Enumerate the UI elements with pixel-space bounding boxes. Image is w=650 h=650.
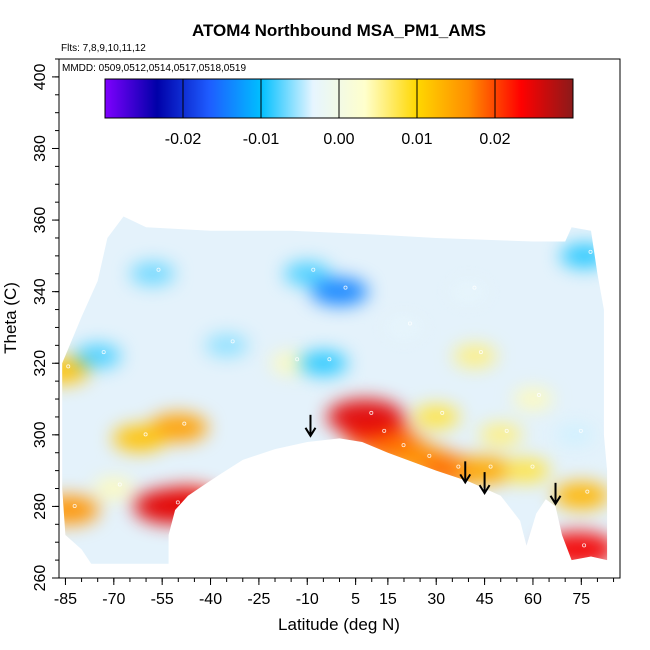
data-marks: [66, 249, 593, 548]
sample-point: [230, 339, 235, 344]
arrow-head: [549, 495, 562, 506]
y-tick-label: 300: [32, 421, 49, 448]
anomaly-blob: [62, 357, 90, 384]
anomaly-blob: [555, 424, 595, 446]
y-tick-label: 320: [32, 350, 49, 377]
colorbar: -0.02 -0.01 0.00 0.01 0.02: [104, 78, 574, 148]
x-tick-label: 60: [524, 591, 542, 608]
anomaly-blob: [62, 495, 100, 525]
anomaly-blob: [133, 488, 211, 525]
sample-point: [191, 496, 196, 501]
y-tick-label: 340: [32, 278, 49, 305]
sample-point: [156, 267, 161, 272]
x-tick-label: -85: [54, 591, 77, 608]
flights-note: Flts: 7,8,9,10,11,12: [61, 43, 146, 54]
sample-point: [488, 464, 493, 469]
x-tick-label: 45: [476, 591, 494, 608]
dates-note: MMDD: 0509,0512,0514,0517,0518,0519: [62, 63, 246, 74]
sample-point: [72, 503, 77, 508]
sample-point: [66, 364, 71, 369]
anomaly-blob: [513, 388, 553, 410]
anomaly-blob: [455, 456, 514, 485]
sample-point: [536, 393, 541, 398]
y-tick-label: 360: [32, 207, 49, 234]
sample-point: [295, 357, 300, 362]
sample-point: [343, 285, 348, 290]
sample-point: [382, 428, 387, 433]
arrow-head: [478, 484, 491, 495]
sample-point: [369, 410, 374, 415]
x-tick-label: 5: [351, 591, 360, 608]
x-tick-label: -70: [102, 591, 125, 608]
sample-point: [504, 428, 509, 433]
colorbar-tick-label: 0.00: [323, 131, 354, 148]
y-tick-label: 280: [32, 493, 49, 520]
sample-point: [407, 321, 412, 326]
anomaly-blob: [205, 334, 249, 357]
sample-point: [175, 500, 180, 505]
anomaly-blob: [299, 351, 348, 376]
anomaly-blob: [479, 423, 523, 446]
colorbar-tick-label: 0.01: [401, 131, 432, 148]
sample-point: [588, 249, 593, 254]
x-tick-label: 30: [427, 591, 445, 608]
y-tick-label: 400: [32, 63, 49, 90]
anomaly-blob: [453, 344, 497, 368]
x-axis-label: Latitude (deg N): [278, 615, 400, 634]
anomaly-blobs: [62, 243, 608, 564]
colorbar-tick-label: 0.02: [479, 131, 510, 148]
sample-point: [578, 428, 583, 433]
sample-point: [401, 443, 406, 448]
sample-point: [530, 464, 535, 469]
sample-point: [427, 453, 432, 458]
anomaly-blob: [385, 317, 423, 338]
anomaly-blob: [310, 277, 369, 306]
x-tick-label: -10: [296, 591, 319, 608]
x-tick-label: -25: [247, 591, 270, 608]
sample-point: [478, 350, 483, 355]
sample-point: [117, 482, 122, 487]
anomaly-blob: [94, 478, 134, 499]
anomaly-blob: [74, 344, 121, 368]
y-axis-label: Theta (C): [1, 282, 20, 354]
anomaly-blob: [130, 262, 175, 286]
sample-point: [440, 410, 445, 415]
colorbar-tick-label: -0.01: [243, 131, 280, 148]
sample-point: [585, 489, 590, 494]
anomaly-blob: [326, 399, 404, 435]
x-axis: -85 -70 -55 -40 -25 -10 5 15 30 45 60 75: [54, 578, 615, 608]
y-tick-label: 380: [32, 135, 49, 162]
anomaly-blob: [540, 531, 608, 564]
x-tick-label: 75: [572, 591, 590, 608]
sample-point: [246, 518, 251, 523]
arrow-head: [459, 473, 472, 485]
sample-point: [182, 421, 187, 426]
y-axis: 260 280 300 320 340 360 380 400: [32, 58, 59, 592]
anomaly-blob: [413, 405, 460, 429]
anomaly-blob: [112, 425, 167, 452]
anomaly-blob: [284, 261, 331, 286]
x-tick-label: -55: [151, 591, 174, 608]
sample-point: [582, 543, 587, 548]
sample-point: [327, 357, 332, 362]
sample-point: [311, 267, 316, 272]
chart-title: ATOM4 Northbound MSA_PM1_AMS: [192, 21, 486, 40]
arrow-head: [304, 427, 317, 438]
anomaly-blob: [271, 352, 311, 374]
anomaly-blob: [449, 281, 488, 302]
sample-point: [472, 285, 477, 290]
sample-point: [101, 350, 106, 355]
y-tick-label: 260: [32, 565, 49, 592]
arrow-markers: [304, 414, 562, 506]
sample-point: [143, 432, 148, 437]
anomaly-blob: [503, 458, 550, 483]
colorbar-tick-label: -0.02: [165, 131, 202, 148]
x-tick-label: -40: [199, 591, 222, 608]
sample-point: [456, 464, 461, 469]
anomaly-blob: [560, 243, 608, 269]
x-tick-label: 15: [379, 591, 397, 608]
anomaly-blob: [224, 514, 262, 535]
anomaly-blob: [553, 482, 608, 510]
